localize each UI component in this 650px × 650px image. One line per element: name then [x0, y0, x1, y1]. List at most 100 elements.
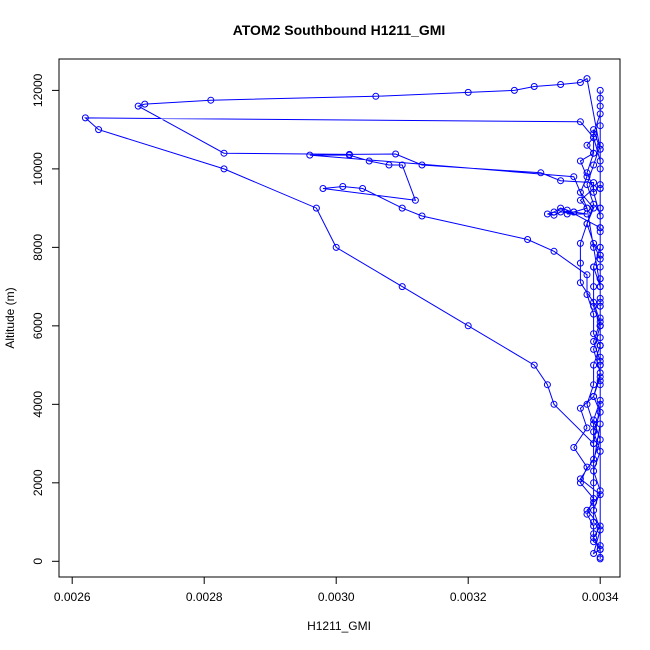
data-point [134, 102, 142, 110]
data-point [590, 361, 598, 369]
x-axis-label: H1211_GMI [307, 619, 371, 633]
data-point [530, 83, 538, 90]
y-tick-label: 4000 [31, 391, 45, 418]
y-tick-label: 0 [31, 558, 45, 565]
x-tick-label: 0.0026 [54, 590, 91, 604]
data-point [596, 185, 604, 192]
data-point [590, 134, 598, 141]
data-point [590, 459, 598, 467]
data-point [418, 161, 426, 169]
data-point [590, 518, 598, 526]
data-point [596, 322, 604, 330]
data-point [537, 169, 545, 177]
data-point [590, 420, 598, 428]
data-point [596, 553, 604, 561]
plot-frame [58, 58, 621, 578]
data-point [590, 239, 598, 247]
data-point [583, 271, 591, 279]
data-point [583, 173, 591, 181]
data-point [596, 94, 604, 102]
data-point [596, 526, 604, 534]
data-point [530, 361, 538, 369]
data-point [81, 114, 89, 122]
data-series [81, 75, 604, 563]
data-point [557, 204, 565, 212]
data-point [596, 251, 604, 259]
data-point [398, 204, 406, 212]
data-point [596, 298, 604, 306]
data-point [596, 302, 604, 310]
data-point [398, 161, 406, 169]
data-point [385, 161, 393, 169]
data-point [590, 381, 598, 389]
data-point [596, 447, 604, 455]
data-point [590, 530, 598, 538]
data-point [596, 361, 604, 369]
data-point [543, 381, 551, 389]
data-point [372, 92, 380, 100]
data-point [596, 357, 604, 365]
data-point [590, 298, 598, 306]
data-point [596, 294, 604, 302]
data-point [583, 181, 591, 189]
data-point [590, 550, 598, 557]
x-tick-label: 0.0032 [450, 590, 487, 604]
data-point [596, 522, 604, 530]
data-point [596, 369, 604, 377]
data-point [590, 467, 598, 475]
data-point [590, 130, 598, 138]
data-point [583, 400, 591, 408]
y-tick-label: 2000 [31, 469, 45, 496]
data-point [590, 393, 598, 400]
data-point [590, 479, 598, 487]
data-point [576, 79, 584, 86]
data-point [590, 243, 598, 251]
data-point [220, 165, 228, 173]
data-point [557, 208, 565, 216]
data-point [576, 475, 584, 483]
data-point [590, 149, 598, 157]
y-tick-label: 12000 [31, 73, 45, 107]
data-point [411, 196, 419, 204]
data-point [583, 204, 591, 212]
data-point [596, 243, 604, 251]
data-point [524, 236, 532, 243]
data-point [596, 542, 604, 550]
data-point [563, 206, 571, 214]
data-point [596, 204, 604, 212]
data-point [464, 322, 472, 330]
data-point [590, 263, 598, 271]
data-point [590, 455, 598, 463]
chart-title: ATOM2 Southbound H1211_GMI [233, 22, 446, 38]
data-point [590, 200, 598, 208]
data-point [576, 157, 584, 165]
data-point [576, 479, 584, 487]
data-point [596, 110, 604, 118]
data-point [550, 208, 558, 216]
data-point [596, 255, 604, 263]
data-point [557, 81, 565, 88]
y-axis-label: Altitude (m) [3, 287, 17, 348]
data-point [398, 283, 406, 291]
data-point [590, 416, 598, 424]
data-point [596, 145, 604, 153]
data-point [596, 400, 604, 408]
data-point [576, 404, 584, 412]
data-point [464, 88, 472, 96]
data-point [596, 165, 604, 173]
data-point [319, 185, 327, 192]
data-point [570, 444, 578, 451]
data-point [590, 204, 598, 212]
data-point [583, 75, 591, 83]
data-point [590, 498, 598, 506]
data-point [590, 538, 598, 546]
data-point [576, 196, 584, 204]
data-point [596, 381, 604, 389]
x-tick-label: 0.0028 [186, 590, 223, 604]
data-point [596, 212, 604, 220]
x-tick-label: 0.0030 [318, 590, 355, 604]
data-point [220, 149, 228, 157]
data-point [550, 400, 558, 408]
data-point [590, 522, 598, 530]
